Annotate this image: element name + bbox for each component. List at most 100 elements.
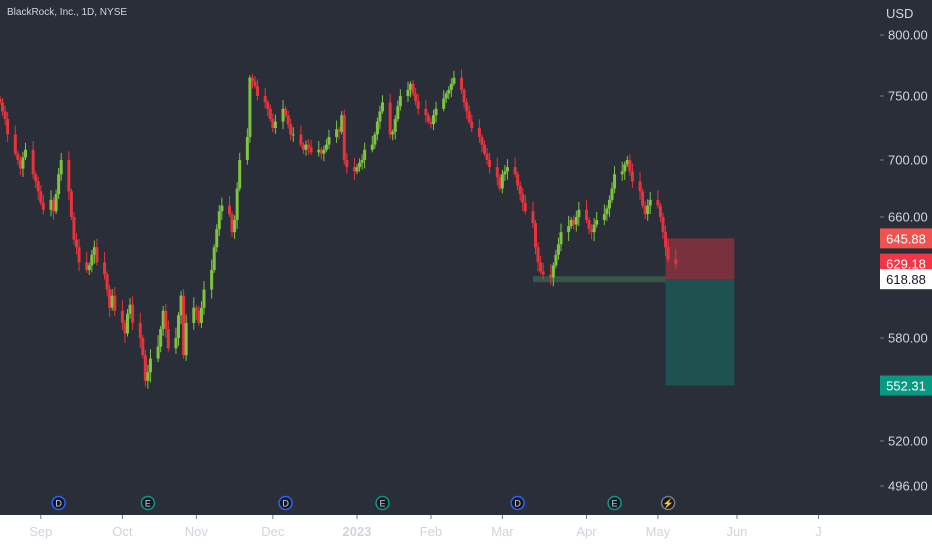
candle[interactable]	[21, 151, 25, 177]
candle[interactable]	[658, 202, 662, 222]
candle[interactable]	[531, 201, 535, 229]
candle[interactable]	[534, 220, 537, 255]
candle[interactable]	[75, 233, 78, 255]
candle[interactable]	[447, 85, 451, 100]
candle[interactable]	[13, 125, 17, 157]
candle[interactable]	[105, 271, 109, 297]
take-profit-zone[interactable]	[665, 279, 735, 386]
candle[interactable]	[197, 305, 201, 326]
candle[interactable]	[574, 210, 578, 232]
candle[interactable]	[123, 319, 127, 343]
candle[interactable]	[1, 98, 5, 116]
candle[interactable]	[674, 249, 678, 269]
candle[interactable]	[373, 131, 377, 149]
candle[interactable]	[335, 120, 339, 143]
candle[interactable]	[470, 114, 474, 133]
candle[interactable]	[16, 151, 20, 165]
candle[interactable]	[398, 89, 402, 111]
candle[interactable]	[146, 364, 150, 389]
earnings-icon[interactable]: E	[607, 495, 622, 511]
candle[interactable]	[263, 87, 267, 109]
candle[interactable]	[605, 205, 609, 221]
candle[interactable]	[87, 262, 91, 275]
candle[interactable]	[648, 191, 652, 215]
candle[interactable]	[6, 111, 10, 142]
earnings-icon[interactable]: E	[375, 495, 390, 511]
candle[interactable]	[301, 142, 305, 154]
candle[interactable]	[18, 155, 22, 176]
candle[interactable]	[217, 205, 221, 237]
candle[interactable]	[500, 169, 504, 194]
candle[interactable]	[233, 215, 237, 240]
candle[interactable]	[360, 154, 364, 170]
price-label[interactable]: 645.88	[880, 228, 932, 249]
candle[interactable]	[77, 238, 81, 272]
candle[interactable]	[661, 212, 665, 240]
candle[interactable]	[266, 99, 270, 117]
candle[interactable]	[41, 194, 45, 215]
candle[interactable]	[202, 281, 206, 315]
candle[interactable]	[324, 139, 328, 153]
candle[interactable]	[192, 297, 196, 330]
candle[interactable]	[281, 100, 285, 130]
candle[interactable]	[587, 217, 591, 235]
candle[interactable]	[462, 87, 466, 109]
candle[interactable]	[516, 171, 520, 191]
candle[interactable]	[220, 197, 224, 220]
candle[interactable]	[505, 159, 509, 180]
candle[interactable]	[148, 348, 152, 383]
candle[interactable]	[120, 300, 124, 330]
candle[interactable]	[559, 223, 563, 252]
candle[interactable]	[166, 320, 170, 352]
candle[interactable]	[108, 284, 112, 317]
candle[interactable]	[212, 244, 216, 273]
candle[interactable]	[623, 161, 627, 180]
candle[interactable]	[85, 252, 89, 273]
candle[interactable]	[54, 189, 58, 215]
candle[interactable]	[110, 288, 114, 311]
candle[interactable]	[95, 238, 99, 266]
candle[interactable]	[156, 335, 160, 363]
candle[interactable]	[69, 188, 73, 221]
candle[interactable]	[248, 75, 252, 143]
candle[interactable]	[442, 90, 446, 112]
candle[interactable]	[426, 112, 430, 125]
candle[interactable]	[289, 118, 293, 141]
candle[interactable]	[228, 195, 231, 217]
candle[interactable]	[194, 304, 198, 320]
candle[interactable]	[483, 140, 486, 157]
candle[interactable]	[393, 114, 397, 140]
candle[interactable]	[396, 100, 400, 122]
candle[interactable]	[414, 88, 418, 106]
candle[interactable]	[327, 129, 331, 149]
candle[interactable]	[551, 262, 555, 287]
candle[interactable]	[432, 109, 435, 131]
candle[interactable]	[590, 224, 594, 240]
candle[interactable]	[59, 152, 63, 181]
candle[interactable]	[549, 264, 553, 285]
candle[interactable]	[429, 117, 433, 129]
candle[interactable]	[656, 190, 660, 209]
candle[interactable]	[602, 204, 606, 226]
candle[interactable]	[49, 190, 53, 217]
candle[interactable]	[72, 212, 76, 245]
candle[interactable]	[477, 119, 481, 143]
candle[interactable]	[465, 98, 469, 119]
candle[interactable]	[126, 308, 129, 337]
candle[interactable]	[345, 152, 349, 174]
candle[interactable]	[592, 217, 596, 242]
candle[interactable]	[291, 127, 295, 142]
candle[interactable]	[322, 145, 326, 162]
candle[interactable]	[485, 147, 489, 165]
candle[interactable]	[3, 105, 7, 125]
candle[interactable]	[556, 237, 560, 260]
candle[interactable]	[363, 142, 367, 169]
candle[interactable]	[337, 126, 341, 140]
candle[interactable]	[174, 327, 178, 354]
support-level-line[interactable]	[532, 276, 666, 283]
candle[interactable]	[416, 94, 420, 115]
candle[interactable]	[381, 95, 384, 114]
candle[interactable]	[103, 252, 107, 280]
candle[interactable]	[92, 240, 96, 264]
